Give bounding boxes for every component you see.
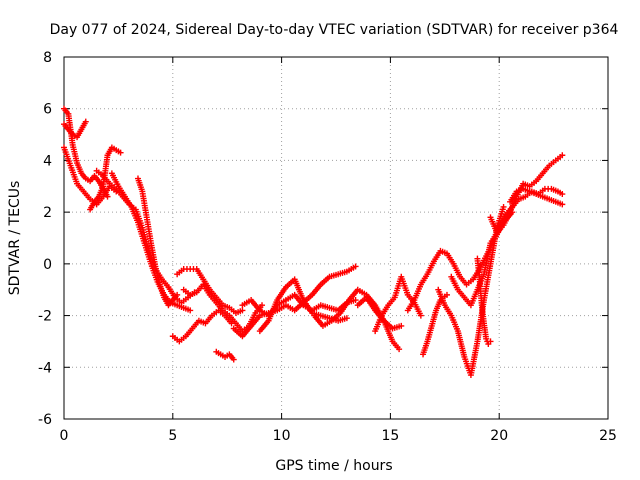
- x-axis-label: GPS time / hours: [275, 458, 392, 474]
- data-point: [174, 291, 181, 298]
- data-point: [500, 203, 507, 210]
- data-marks: [61, 105, 566, 379]
- data-point: [82, 118, 89, 125]
- data-point: [259, 302, 266, 309]
- x-tick-label: 0: [60, 428, 69, 444]
- x-tick-label: 5: [168, 428, 177, 444]
- y-tick-label: 0: [43, 257, 52, 273]
- data-point: [117, 149, 124, 156]
- data-point: [343, 315, 350, 322]
- y-axis-label: SDTVAR / TECUs: [7, 181, 23, 296]
- data-point: [239, 307, 246, 314]
- ticks-layer: 0 5 10 15 20 25 -6 -4 -2 0 2 4 6 8: [38, 50, 617, 444]
- data-point: [559, 152, 566, 159]
- data-point: [352, 297, 359, 304]
- y-tick-label: 8: [43, 50, 52, 66]
- x-tick-label: 15: [381, 428, 399, 444]
- data-point: [352, 263, 359, 270]
- plot-frame: [63, 56, 609, 420]
- data-point: [559, 201, 566, 208]
- x-tick-label: 20: [490, 428, 508, 444]
- data-point: [487, 338, 494, 345]
- y-tick-label: 4: [43, 153, 52, 169]
- data-point: [443, 291, 450, 298]
- y-tick-label: -6: [38, 412, 52, 428]
- data-point: [417, 312, 424, 319]
- x-tick-label: 25: [599, 428, 617, 444]
- y-tick-label: -2: [38, 309, 52, 325]
- y-tick-label: -4: [38, 360, 52, 376]
- y-tick-label: 2: [43, 205, 52, 221]
- data-point: [396, 346, 403, 353]
- data-point: [230, 356, 237, 363]
- chart-title: Day 077 of 2024, Sidereal Day-to-day VTE…: [50, 22, 619, 38]
- x-tick-label: 10: [273, 428, 291, 444]
- data-point: [187, 307, 194, 314]
- data-point: [398, 322, 405, 329]
- data-point: [559, 191, 566, 198]
- y-tick-label: 6: [43, 102, 52, 118]
